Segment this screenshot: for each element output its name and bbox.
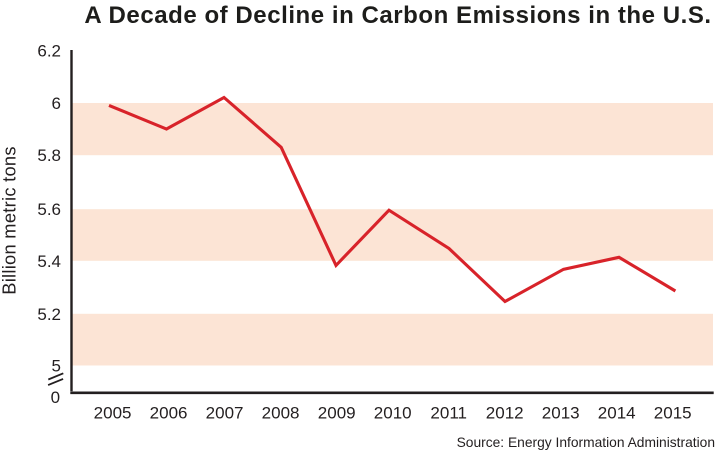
svg-text:2010: 2010 — [374, 403, 412, 422]
svg-text:2008: 2008 — [262, 403, 300, 422]
svg-text:2007: 2007 — [206, 403, 244, 422]
svg-text:5.8: 5.8 — [37, 146, 61, 165]
svg-text:A Decade of Decline in Carbon: A Decade of Decline in Carbon Emissions … — [84, 2, 711, 29]
svg-text:5.6: 5.6 — [37, 200, 61, 219]
svg-text:2013: 2013 — [542, 403, 580, 422]
svg-text:2011: 2011 — [430, 403, 467, 422]
svg-text:6: 6 — [52, 94, 61, 113]
svg-text:0: 0 — [51, 388, 60, 407]
svg-text:2015: 2015 — [654, 403, 692, 422]
svg-text:5.4: 5.4 — [37, 252, 61, 271]
svg-text:6.2: 6.2 — [37, 42, 61, 61]
svg-text:5: 5 — [52, 357, 61, 376]
svg-text:2005: 2005 — [94, 403, 132, 422]
svg-text:2012: 2012 — [486, 403, 524, 422]
svg-text:Source: Energy Information Adm: Source: Energy Information Administratio… — [457, 435, 715, 450]
svg-text:5.2: 5.2 — [37, 305, 61, 324]
svg-text:2009: 2009 — [318, 403, 356, 422]
svg-text:2014: 2014 — [598, 403, 636, 422]
svg-text:2006: 2006 — [150, 403, 188, 422]
svg-text:Billion metric tons: Billion metric tons — [0, 146, 20, 295]
